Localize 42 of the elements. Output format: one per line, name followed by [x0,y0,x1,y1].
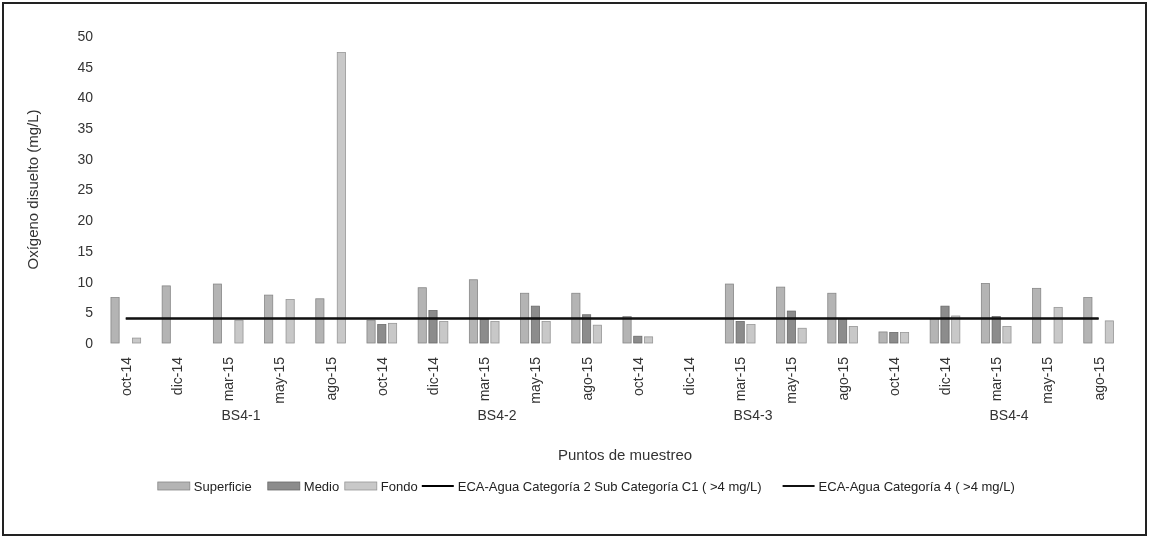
x-tick-label: dic-14 [936,356,953,396]
y-tick-label: 30 [77,150,94,167]
text: BS4-4 [989,407,1029,423]
x-tick-label: ago-15 [834,356,851,401]
x-tick-label: ago-15 [1090,356,1107,401]
y-tick-label: 40 [77,89,94,106]
legend-label: Medio [303,478,340,494]
x-tick-label: mar-15 [988,356,1005,402]
x-tick-label: mar-15 [476,356,493,402]
x-tick-label: dic-14 [424,356,441,396]
x-tick-label: oct-14 [885,356,902,396]
x-tick-label: mar-15 [732,356,749,402]
x-tick-label: may-15 [271,356,288,404]
y-tick-label: 35 [77,120,94,136]
x-tick-label: oct-14 [117,356,134,396]
x-tick-label: may-15 [527,356,544,404]
x-tick-label: may-15 [1039,356,1056,404]
legend-label: Superficie [193,478,252,494]
y-tick-label: 50 [77,27,94,44]
x-tick-label: dic-14 [680,356,697,396]
y-tick-label: 25 [77,181,94,198]
x-tick-label: mar-15 [220,356,237,402]
x-tick-label: oct-14 [629,356,646,396]
x-tick-label: may-15 [783,356,800,404]
y-axis-title: Oxígeno disuelto (mg/L) [24,109,41,270]
y-tick-label: 5 [85,304,94,321]
text: BS4-2 [477,407,517,423]
legend-label: ECA-Agua Categoría 4 ( >4 mg/L) [818,478,1015,494]
text: BS4-3 [733,407,773,423]
x-tick-label: oct-14 [373,356,390,396]
y-tick-label: 15 [77,242,94,259]
y-tick-label: 0 [85,334,94,351]
legend-label: Fondo [380,478,418,494]
text: BS4-1 [221,407,261,423]
y-tick-label: 20 [77,212,94,229]
y-tick-label: 10 [77,273,94,290]
y-tick-label: 45 [77,58,94,75]
x-axis-title: Puntos de muestreo [557,446,693,463]
legend-label: ECA-Agua Categoría 2 Sub Categoría C1 ( >4 mg/L) [457,478,762,494]
x-tick-label: ago-15 [322,356,339,401]
x-tick-label: dic-14 [168,356,185,396]
x-tick-label: ago-15 [578,356,595,401]
